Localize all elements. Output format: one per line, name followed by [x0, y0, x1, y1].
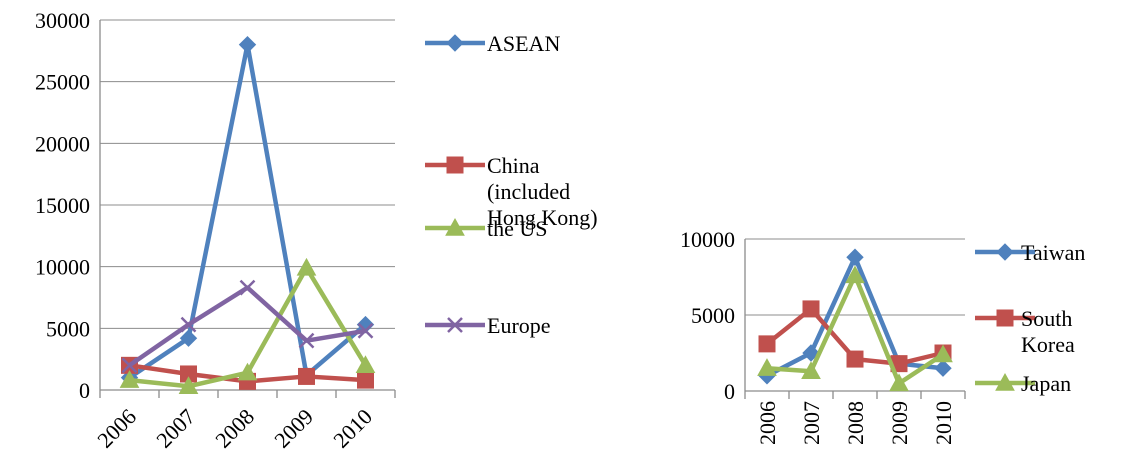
- chart2-legend-label: South Korea: [1021, 306, 1075, 357]
- chart1-legend-entry-china-included-hong-kong: China (included Hong Kong): [425, 153, 598, 230]
- chart1-legend-label: China (included Hong Kong): [487, 153, 598, 230]
- chart1-legend-label: ASEAN: [487, 31, 560, 56]
- chart1-data-point: [355, 355, 376, 374]
- chart1-data-point: [239, 279, 256, 296]
- chart1-legend-label: the US: [487, 216, 548, 241]
- chart2-data-point: [934, 359, 952, 377]
- chart1-xtick-label: 2006: [92, 404, 141, 453]
- chart2-data-point: [846, 350, 864, 368]
- chart2-series-south-korea: [758, 300, 952, 373]
- chart1-legend-marker: [446, 34, 464, 52]
- chart1-legend-entry-europe: Europe: [425, 313, 551, 338]
- chart1-legend-marker: [447, 317, 463, 333]
- chart2-data-point: [845, 265, 865, 284]
- chart1-data-point: [238, 35, 257, 54]
- chart2-data-point: [758, 335, 776, 353]
- chart2-data-point: [757, 358, 777, 376]
- chart2-data-point: [802, 344, 820, 362]
- chart1-ytick-label: 0: [79, 378, 90, 403]
- chart2-data-point: [933, 344, 953, 363]
- chart1-data-point: [296, 257, 317, 276]
- chart2-xtick-label: 2008: [843, 401, 868, 445]
- chart2-legend-marker: [996, 243, 1014, 261]
- chart1-ytick-label: 30000: [35, 8, 90, 33]
- chart1-data-point: [357, 322, 374, 339]
- chart2-xtick-label: 2009: [887, 401, 912, 445]
- chart1-xtick-label: 2009: [269, 404, 318, 453]
- chart1-data-point: [357, 371, 374, 389]
- chart2-legend-marker: [995, 372, 1015, 391]
- chart1-series-line: [128, 42, 367, 380]
- chart1-ytick-label: 5000: [46, 316, 90, 341]
- chart2-legend-label: Japan: [1021, 371, 1071, 396]
- chart1-series-asean: [120, 35, 375, 387]
- chart2-legend-entry-south-korea: South Korea: [975, 306, 1075, 357]
- chart1-data-point: [237, 362, 258, 381]
- chart1-legend-marker: [446, 156, 464, 174]
- chart1-legend-marker: [445, 217, 465, 236]
- chart1-series-the-us: [119, 257, 376, 394]
- chart1-data-point: [178, 376, 199, 394]
- chart1-data-point: [180, 316, 197, 333]
- chart2-xtick-label: 2006: [755, 401, 780, 445]
- chart2-ytick-label: 10000: [680, 227, 735, 252]
- chart1-ytick-label: 10000: [35, 255, 90, 280]
- chart1-series-europe: [121, 279, 374, 374]
- chart1-legend-entry-the-us: the US: [425, 216, 548, 241]
- chart2-data-point: [846, 248, 864, 266]
- chart2-data-point: [889, 373, 909, 392]
- chart2-legend-label: Taiwan: [1021, 240, 1085, 265]
- chart1-ytick-label: 20000: [35, 131, 90, 156]
- chart1-data-point: [119, 370, 140, 388]
- chart2-ytick-label: 0: [724, 379, 735, 404]
- chart2-ytick-label: 5000: [691, 303, 735, 328]
- chart1-xtick-label: 2010: [328, 404, 377, 453]
- chart1-legend-entry-asean: ASEAN: [425, 31, 560, 56]
- chart1-legend-label: Europe: [487, 313, 551, 338]
- chart-right: 0 5000 10000 2006 2007 2008 2009 2010 Taiwan Sout…: [680, 227, 1085, 445]
- chart2-data-point: [801, 361, 821, 379]
- chart1-ytick-label: 15000: [35, 193, 90, 218]
- chart1-data-point: [179, 329, 198, 347]
- chart1-data-point: [298, 332, 315, 349]
- chart1-data-point: [121, 357, 138, 374]
- chart2-legend-entry-taiwan: Taiwan: [975, 240, 1085, 265]
- chart1-data-point: [298, 367, 315, 385]
- chart2-series-japan: [757, 265, 953, 392]
- chart2-legend-entry-japan: Japan: [975, 371, 1071, 396]
- chart2-legend-marker: [996, 309, 1014, 327]
- chart1-xtick-label: 2008: [210, 404, 259, 453]
- chart1-ytick-label: 25000: [35, 70, 90, 95]
- chart2-data-point: [802, 300, 820, 318]
- chart2-xtick-label: 2010: [931, 401, 956, 445]
- chart2-xtick-label: 2007: [799, 401, 824, 445]
- chart1-xtick-label: 2007: [151, 404, 200, 453]
